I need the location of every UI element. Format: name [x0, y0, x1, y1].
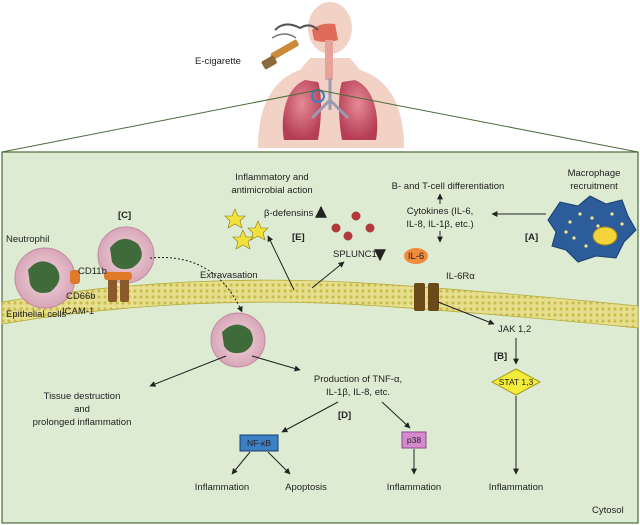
- cytosol-label: Cytosol: [592, 505, 624, 516]
- airway-icon: [312, 23, 338, 42]
- apoptosis-label: Apoptosis: [285, 482, 327, 493]
- extravasation-arrow: [149, 256, 243, 313]
- label-d: [D]: [338, 410, 351, 421]
- bt-differentiation-label: B- and T-cell differentiation: [392, 181, 505, 192]
- tissue-label-3: prolonged inflammation: [33, 417, 132, 428]
- inflammatory-label-1: Inflammatory and: [235, 172, 308, 183]
- beta-defensin-icons: [224, 208, 269, 250]
- icam1-label: ICAM-1: [62, 306, 94, 317]
- adhesion-molecules-icon: [70, 270, 132, 302]
- production-label-2: IL-1β, IL-8, etc.: [326, 387, 390, 398]
- e-cigarette-icon: [261, 23, 319, 70]
- label-b: [B]: [494, 351, 507, 362]
- cytokines-label-2: IL-8, IL-1β, etc.): [406, 219, 473, 230]
- macrophage-cell: [547, 195, 637, 263]
- inflammation-p38-label: Inflammation: [387, 482, 441, 493]
- label-e: [E]: [292, 232, 305, 243]
- nfkb-label: NF-κB: [247, 438, 271, 448]
- tissue-label-1: Tissue destruction: [44, 391, 121, 402]
- stat-diamond: [490, 368, 542, 396]
- il6-icon: [404, 248, 428, 264]
- e-cigarette-label: E-cigarette: [195, 56, 241, 67]
- jak-label: JAK 1,2: [498, 324, 531, 335]
- tissue-label-2: and: [74, 404, 90, 415]
- neutrophil-cell-migrated: [210, 312, 266, 368]
- macrophage-label-1: Macrophage: [568, 168, 621, 179]
- label-a: [A]: [525, 232, 538, 243]
- inflammation-nfkb-label: Inflammation: [195, 482, 249, 493]
- il6-label: IL-6: [408, 251, 424, 262]
- epithelial-cells-label: Epithelial cells: [6, 309, 66, 320]
- p38-label: p38: [407, 435, 421, 445]
- beta-defensins-label: β-defensins: [264, 208, 314, 219]
- cd11b-label: CD11b: [78, 266, 107, 277]
- production-label-1: Production of TNF-α,: [314, 374, 402, 385]
- extravasation-label: Extravasation: [200, 270, 258, 281]
- il6-receptor-icon: [414, 283, 439, 311]
- cell-membrane: [1, 279, 639, 329]
- inflammation-stat-label: Inflammation: [489, 482, 543, 493]
- macrophage-label-2: recruitment: [570, 181, 618, 192]
- il6ra-label: IL-6Rα: [446, 271, 475, 282]
- stat-label: STAT 1,3: [499, 377, 534, 387]
- splunc1-icons: [331, 211, 375, 241]
- zoom-lines: [1, 89, 639, 153]
- neutrophil-label: Neutrophil: [6, 234, 49, 245]
- cd66b-label: CD66b: [66, 291, 96, 302]
- nfkb-box: [239, 434, 279, 452]
- cytokines-label-1: Cytokines (IL-6,: [407, 206, 474, 217]
- neutrophil-cell: [14, 247, 76, 309]
- p38-box: [401, 431, 427, 449]
- splunc1-label: SPLUNC1: [333, 249, 377, 260]
- inflammatory-label-2: antimicrobial action: [231, 185, 312, 196]
- label-c: [C]: [118, 210, 131, 221]
- human-torso-illustration: [258, 2, 404, 148]
